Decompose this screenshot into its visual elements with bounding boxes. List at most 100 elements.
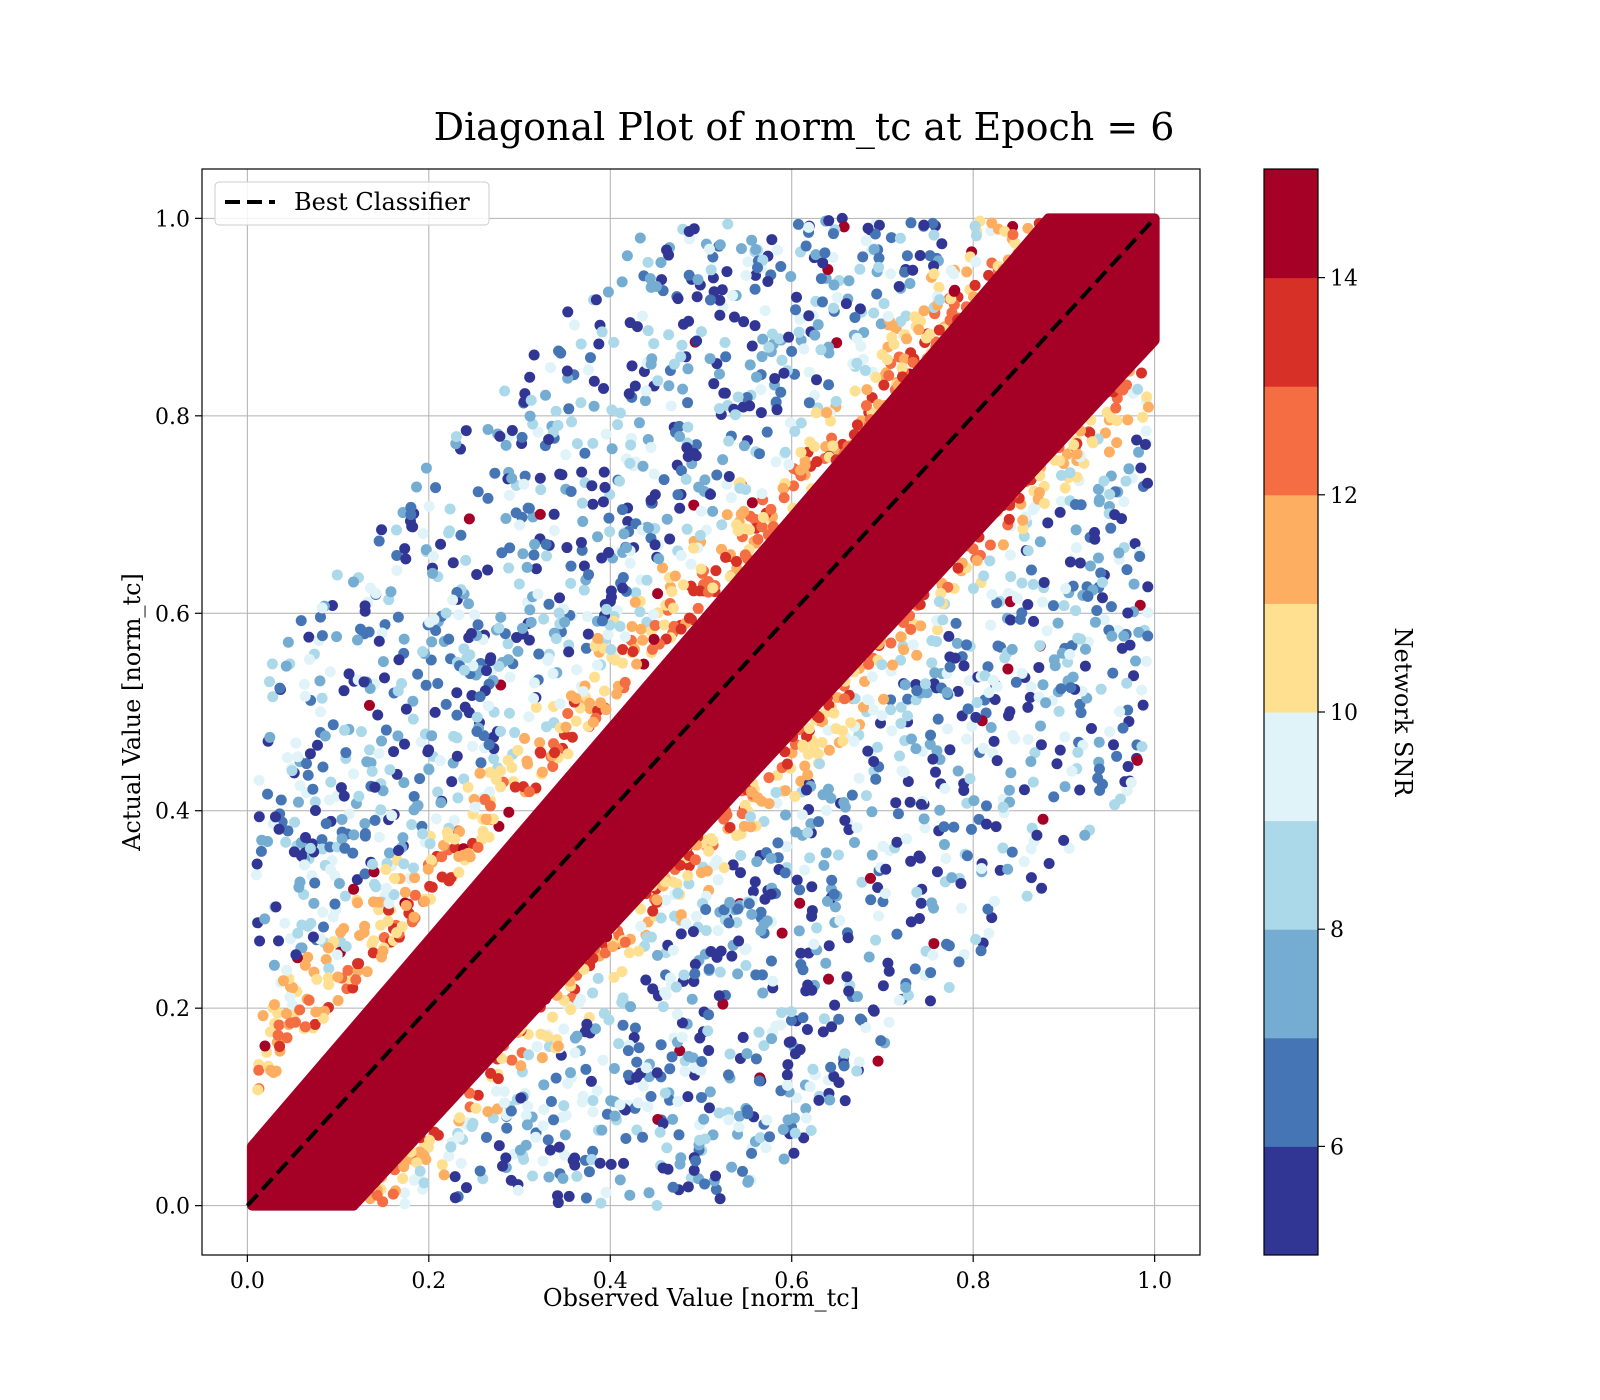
scatter-point bbox=[870, 934, 882, 946]
scatter-point bbox=[966, 720, 978, 732]
scatter-point bbox=[731, 830, 743, 842]
scatter-point bbox=[521, 1119, 533, 1131]
scatter-point bbox=[493, 622, 505, 634]
scatter-point bbox=[931, 636, 943, 648]
scatter-point bbox=[342, 964, 354, 976]
scatter-point bbox=[786, 345, 798, 357]
scatter-point bbox=[714, 1193, 726, 1205]
scatter-point bbox=[828, 888, 840, 900]
scatter-point bbox=[936, 238, 948, 250]
scatter-point bbox=[543, 433, 555, 445]
scatter-point bbox=[795, 464, 807, 476]
scatter-point bbox=[398, 858, 410, 870]
scatter-point bbox=[613, 1038, 625, 1050]
scatter-point bbox=[712, 925, 724, 937]
scatter-point bbox=[420, 462, 432, 474]
scatter-point bbox=[538, 1104, 550, 1116]
scatter-point bbox=[655, 912, 667, 924]
scatter-point bbox=[500, 439, 512, 451]
scatter-point bbox=[928, 938, 940, 950]
scatter-point bbox=[584, 352, 596, 364]
scatter-point bbox=[696, 1055, 708, 1067]
scatter-point bbox=[738, 820, 750, 832]
scatter-point bbox=[359, 818, 371, 830]
scatter-point bbox=[821, 407, 833, 419]
scatter-point bbox=[544, 362, 556, 374]
scatter-point bbox=[459, 701, 471, 713]
scatter-point bbox=[453, 851, 465, 863]
scatter-point bbox=[1140, 425, 1152, 437]
scatter-point bbox=[571, 1170, 583, 1182]
scatter-point bbox=[521, 561, 533, 573]
scatter-point bbox=[489, 467, 501, 479]
scatter-point bbox=[969, 279, 981, 291]
scatter-point bbox=[818, 859, 830, 871]
scatter-point bbox=[534, 472, 546, 484]
scatter-point bbox=[622, 516, 634, 528]
scatter-point bbox=[391, 564, 403, 576]
scatter-point bbox=[937, 614, 949, 626]
scatter-point bbox=[934, 294, 946, 306]
scatter-point bbox=[282, 636, 294, 648]
scatter-point bbox=[669, 570, 681, 582]
scatter-point bbox=[733, 1121, 745, 1133]
scatter-point bbox=[358, 926, 370, 938]
scatter-point bbox=[571, 438, 583, 450]
scatter-point bbox=[817, 1026, 829, 1038]
scatter-point bbox=[281, 752, 293, 764]
scatter-point bbox=[587, 498, 599, 510]
scatter-point bbox=[323, 963, 335, 975]
scatter-point bbox=[667, 1113, 679, 1125]
scatter-point bbox=[808, 440, 820, 452]
scatter-point bbox=[518, 1153, 530, 1165]
scatter-point bbox=[769, 373, 781, 385]
scatter-point bbox=[817, 257, 829, 269]
scatter-point bbox=[965, 823, 977, 835]
scatter-point bbox=[782, 1114, 794, 1126]
scatter-point bbox=[290, 737, 302, 749]
scatter-point bbox=[824, 1094, 836, 1106]
scatter-point bbox=[856, 876, 868, 888]
scatter-point bbox=[575, 397, 587, 409]
scatter-point bbox=[779, 446, 791, 458]
scatter-point bbox=[565, 1004, 577, 1016]
scatter-point bbox=[642, 522, 654, 534]
scatter-point bbox=[757, 987, 769, 999]
scatter-point bbox=[679, 1065, 691, 1077]
scatter-point bbox=[367, 935, 379, 947]
scatter-point bbox=[675, 623, 687, 635]
scatter-point bbox=[608, 336, 620, 348]
scatter-point bbox=[817, 789, 829, 801]
scatter-point bbox=[756, 521, 768, 533]
colorbar-tick-label: 14 bbox=[1330, 267, 1358, 292]
scatter-point bbox=[775, 261, 787, 273]
scatter-point bbox=[882, 957, 894, 969]
scatter-point bbox=[775, 386, 787, 398]
scatter-point bbox=[460, 1182, 472, 1194]
scatter-point bbox=[885, 637, 897, 649]
scatter-point bbox=[516, 431, 528, 443]
scatter-point bbox=[418, 1177, 430, 1189]
scatter-point bbox=[765, 888, 777, 900]
scatter-point bbox=[649, 619, 661, 631]
scatter-point bbox=[750, 243, 762, 255]
scatter-point bbox=[734, 482, 746, 494]
scatter-point bbox=[587, 1145, 599, 1157]
scatter-point bbox=[885, 232, 897, 244]
scatter-point bbox=[523, 1049, 535, 1061]
scatter-point bbox=[846, 789, 858, 801]
scatter-point bbox=[926, 897, 938, 909]
x-tick-label: 0.4 bbox=[593, 1269, 628, 1294]
scatter-point bbox=[326, 600, 338, 612]
scatter-point bbox=[1128, 670, 1140, 682]
scatter-point bbox=[796, 809, 808, 821]
scatter-point bbox=[547, 1011, 559, 1023]
scatter-point bbox=[323, 794, 335, 806]
scatter-point bbox=[576, 497, 588, 509]
scatter-point bbox=[540, 389, 552, 401]
scatter-point bbox=[901, 250, 913, 262]
scatter-point bbox=[1007, 229, 1019, 241]
scatter-point bbox=[600, 428, 612, 440]
scatter-point bbox=[458, 773, 470, 785]
